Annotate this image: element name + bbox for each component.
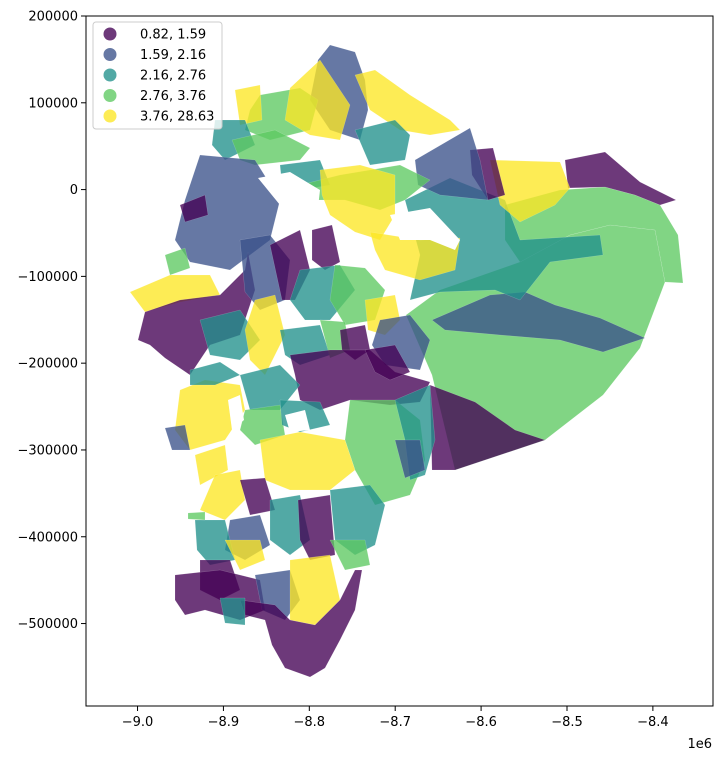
legend-marker bbox=[103, 48, 117, 61]
region bbox=[239, 569, 363, 678]
y-axis: 200000 100000 0 −100000 −200000 −300000 −40000… bbox=[17, 10, 86, 632]
legend-entry-label: 2.16, 2.76 bbox=[140, 69, 206, 84]
legend-entry-label: 2.76, 3.76 bbox=[140, 89, 206, 104]
x-tick-label: −8.4 bbox=[637, 715, 669, 730]
region bbox=[354, 69, 461, 136]
y-tick-label: 200000 bbox=[28, 10, 78, 25]
region bbox=[259, 431, 356, 491]
region bbox=[429, 384, 546, 471]
region bbox=[199, 469, 246, 521]
region bbox=[224, 539, 266, 571]
legend-marker bbox=[103, 27, 117, 41]
region bbox=[189, 361, 241, 386]
region bbox=[329, 539, 371, 571]
region bbox=[364, 344, 411, 381]
region bbox=[354, 119, 411, 166]
legend-marker bbox=[103, 109, 117, 123]
region bbox=[564, 151, 677, 206]
legend-entry-label: 3.76, 28.63 bbox=[140, 110, 214, 125]
region-layer bbox=[129, 44, 684, 678]
region bbox=[394, 439, 426, 479]
region bbox=[489, 159, 571, 223]
y-tick-label: −100000 bbox=[17, 270, 78, 285]
legend-box bbox=[92, 21, 223, 130]
region bbox=[234, 84, 263, 126]
region bbox=[179, 194, 209, 223]
region bbox=[284, 59, 351, 141]
legend-marker bbox=[103, 89, 117, 102]
region bbox=[187, 511, 206, 521]
x-tick-label: −8.6 bbox=[465, 715, 497, 730]
x-tick-label: −9.0 bbox=[122, 715, 154, 730]
region bbox=[219, 597, 246, 626]
y-tick-label: 100000 bbox=[28, 96, 78, 111]
water-gap bbox=[285, 410, 310, 432]
water-gap bbox=[258, 172, 320, 215]
legend-marker bbox=[103, 68, 117, 82]
region bbox=[194, 444, 229, 486]
x-axis: −9.0 −8.9 −8.8 −8.7 −8.6 −8.5 −8.4 bbox=[122, 706, 669, 730]
water-gap bbox=[228, 395, 244, 430]
water-gap bbox=[390, 208, 460, 250]
axes-frame bbox=[85, 15, 714, 707]
y-tick-label: −300000 bbox=[17, 443, 78, 458]
x-tick-label: −8.5 bbox=[551, 715, 583, 730]
y-tick-label: −500000 bbox=[17, 617, 78, 632]
y-tick-label: 0 bbox=[70, 183, 78, 198]
x-tick-label: −8.7 bbox=[379, 715, 411, 730]
y-tick-label: −200000 bbox=[17, 357, 78, 372]
legend-entry-label: 1.59, 2.16 bbox=[140, 48, 206, 63]
x-offset-label: 1e6 bbox=[687, 737, 712, 752]
region bbox=[239, 364, 301, 411]
x-tick-label: −8.8 bbox=[294, 715, 326, 730]
region bbox=[164, 247, 191, 276]
legend-entry-label: 0.82, 1.59 bbox=[140, 28, 206, 43]
x-tick-label: −8.9 bbox=[208, 715, 240, 730]
legend: 0.82, 1.59 1.59, 2.16 2.16, 2.76 2.76, 3.76… bbox=[92, 21, 223, 130]
region bbox=[164, 424, 191, 451]
y-tick-label: −400000 bbox=[17, 530, 78, 545]
